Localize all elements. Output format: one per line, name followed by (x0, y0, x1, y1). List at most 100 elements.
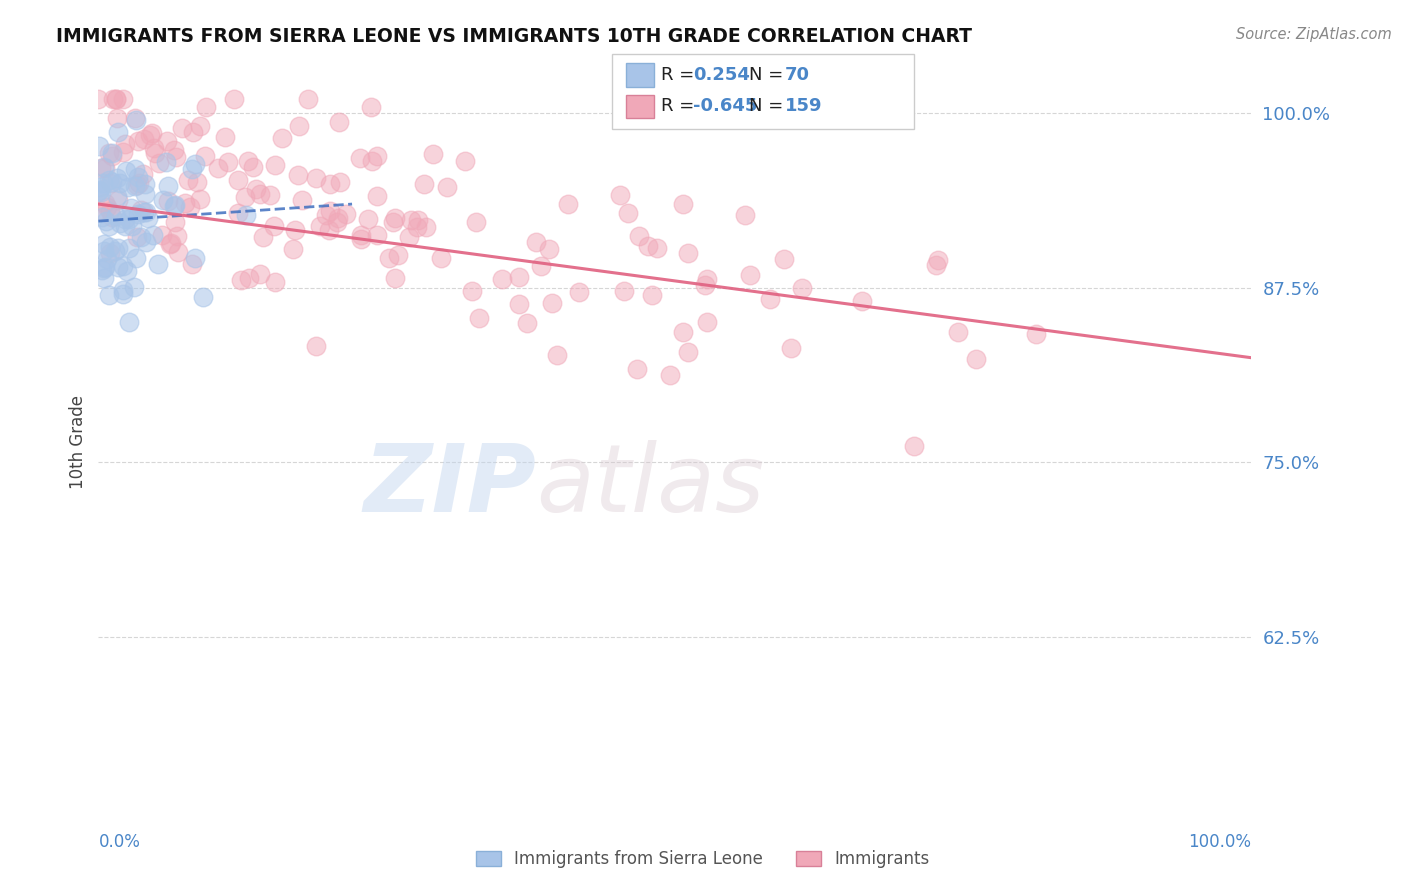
Point (315, 208, 337, 222)
Point (516, 316, 538, 330)
Point (349, 151, 371, 165)
Text: Source: ZipAtlas.com: Source: ZipAtlas.com (1236, 27, 1392, 42)
Point (138, 128, 160, 143)
Point (173, 196, 195, 211)
Point (128, 176, 150, 190)
Point (89, 203, 111, 218)
Point (98, 240, 121, 254)
Point (357, 212, 380, 227)
Point (304, 171, 326, 186)
Point (143, 145, 166, 160)
Point (114, 219, 136, 233)
Point (152, 193, 174, 207)
Point (163, 198, 186, 212)
Point (111, 287, 134, 301)
Point (540, 296, 562, 310)
Point (87, 183, 110, 197)
Point (263, 219, 285, 233)
Point (105, 92, 128, 106)
Point (87, 92, 110, 106)
Point (305, 338, 328, 352)
Point (759, 292, 782, 306)
Text: ZIP: ZIP (364, 440, 537, 532)
Point (124, 111, 146, 125)
Point (366, 189, 388, 203)
Point (645, 241, 668, 255)
Point (287, 168, 309, 182)
Point (93, 271, 115, 285)
Point (398, 230, 420, 244)
Point (792, 280, 814, 294)
Point (284, 223, 307, 237)
Point (235, 208, 257, 222)
Point (98, 246, 121, 260)
Point (111, 260, 134, 274)
Point (122, 280, 145, 294)
Point (181, 162, 204, 177)
Text: N =: N = (749, 97, 789, 115)
Point (155, 155, 177, 169)
Point (291, 193, 314, 207)
Point (108, 177, 131, 191)
Point (350, 232, 373, 246)
Point (640, 288, 662, 302)
Point (190, 192, 212, 206)
Point (508, 269, 530, 284)
Point (366, 228, 388, 243)
Point (430, 252, 453, 266)
Point (454, 153, 477, 168)
Point (129, 229, 152, 244)
Point (110, 216, 132, 230)
Point (238, 271, 260, 285)
Point (91, 176, 114, 190)
Point (965, 351, 987, 366)
Point (141, 126, 163, 140)
Point (98, 173, 121, 187)
Point (238, 154, 260, 169)
Point (90, 185, 112, 199)
Point (117, 264, 139, 278)
Legend: Immigrants from Sierra Leone, Immigrants: Immigrants from Sierra Leone, Immigrants (470, 844, 936, 875)
Point (107, 260, 129, 274)
Point (127, 178, 149, 192)
Point (101, 146, 124, 161)
Point (214, 130, 236, 145)
Point (96, 252, 118, 266)
Point (97, 219, 120, 233)
Point (170, 120, 193, 135)
Point (415, 220, 437, 235)
Point (94, 260, 117, 274)
Point (270, 130, 292, 145)
Point (637, 239, 659, 253)
Point (508, 297, 530, 311)
Point (135, 235, 157, 250)
Point (181, 125, 204, 139)
Point (94, 196, 117, 211)
Point (89, 139, 111, 153)
Point (111, 145, 134, 159)
Point (117, 179, 139, 194)
Point (249, 268, 271, 282)
Point (163, 199, 186, 213)
Point (335, 207, 357, 221)
Text: R =: R = (661, 66, 700, 84)
Point (91, 210, 114, 224)
Point (125, 112, 148, 127)
Point (127, 170, 149, 185)
Point (226, 206, 249, 220)
Text: 159: 159 (785, 97, 823, 115)
Text: 70: 70 (785, 66, 810, 84)
Point (491, 272, 513, 286)
Point (281, 242, 304, 256)
Point (90, 262, 112, 277)
Point (142, 141, 165, 155)
Point (194, 149, 217, 163)
Point (252, 229, 274, 244)
Point (105, 209, 128, 223)
Point (114, 212, 136, 227)
Point (249, 187, 271, 202)
Point (195, 99, 218, 113)
Point (186, 175, 208, 189)
Point (142, 227, 165, 242)
Point (626, 362, 648, 376)
